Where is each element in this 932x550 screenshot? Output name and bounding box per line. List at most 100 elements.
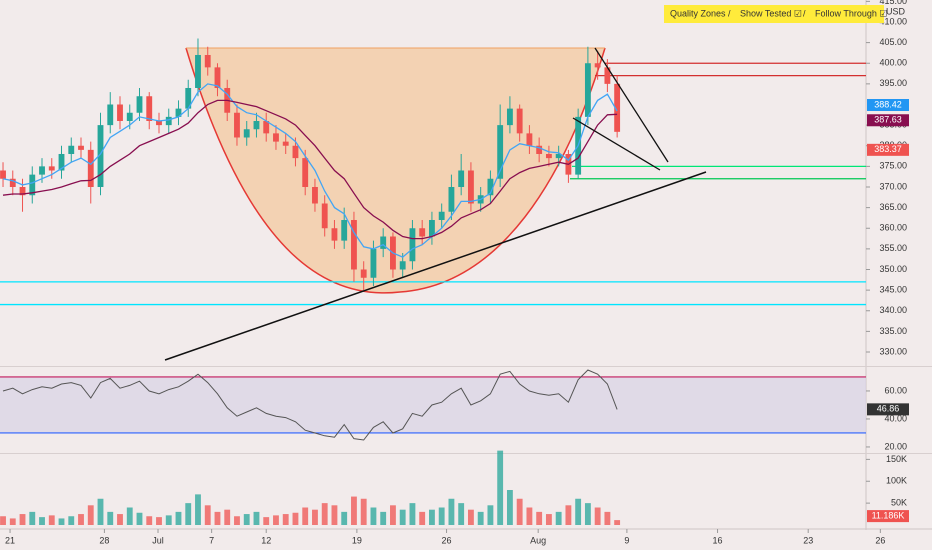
volume-bar xyxy=(438,507,445,525)
volume-bar xyxy=(477,511,484,525)
volume-bar xyxy=(243,514,250,525)
candle-body xyxy=(487,178,494,196)
candle-body xyxy=(526,133,533,146)
candle-body xyxy=(165,116,172,126)
candle-body xyxy=(146,96,153,121)
candle-body xyxy=(292,145,299,159)
legend-item: Quality Zones xyxy=(670,8,726,18)
rsi-last-label: 46.86 xyxy=(877,404,900,414)
volume-bar xyxy=(185,503,192,525)
candle-body xyxy=(584,63,591,117)
price-label-box xyxy=(867,143,909,156)
volume-bar xyxy=(78,514,84,525)
volume-bar xyxy=(565,505,572,525)
x-tick-label: 26 xyxy=(875,535,885,545)
moving-average xyxy=(2,99,618,240)
volume-bar xyxy=(419,511,426,525)
volume-bar xyxy=(156,517,162,525)
candle-body xyxy=(370,248,377,278)
volume-bar xyxy=(351,496,357,525)
legend-item: / xyxy=(803,8,806,18)
price-label: 383.37 xyxy=(874,144,902,154)
trend-drawings xyxy=(164,47,707,361)
candle-body xyxy=(429,219,435,237)
x-tick-label: 26 xyxy=(442,535,452,545)
volume-last-box xyxy=(867,510,909,523)
candle-body xyxy=(185,87,192,109)
y-tick-label: 150K xyxy=(886,454,907,464)
candle-body xyxy=(399,261,406,270)
volume-bar xyxy=(273,515,279,525)
volume-bar xyxy=(429,509,435,525)
currency: USD xyxy=(886,6,906,16)
volume-bar xyxy=(399,509,406,525)
legend: Quality Zones / Show Tested ☑ / Follow T… xyxy=(664,5,887,23)
volume-bar xyxy=(107,511,114,525)
x-tick-label: 23 xyxy=(803,535,813,545)
x-tick-label: 9 xyxy=(624,535,629,545)
volume-bar xyxy=(526,507,533,525)
candle-body xyxy=(19,186,26,196)
y-tick-label: 340.00 xyxy=(879,305,907,315)
volume-bar xyxy=(175,511,182,525)
y-tick-label: 350.00 xyxy=(879,264,907,274)
wedge-line xyxy=(594,47,669,163)
volume-bar xyxy=(370,507,377,525)
y-tick-label: 100K xyxy=(886,476,907,486)
volume-bar xyxy=(136,512,143,525)
volume-bar xyxy=(29,511,36,525)
volume-bar xyxy=(204,505,211,525)
price-label-box xyxy=(867,114,909,127)
legend-item: Follow Through ☑ xyxy=(815,8,887,18)
volume-bar xyxy=(575,498,582,525)
candle-body xyxy=(545,153,552,159)
volume-bar xyxy=(331,505,338,525)
candle-body xyxy=(0,170,6,179)
y-tick-label: 400.00 xyxy=(879,58,907,68)
candle-body xyxy=(48,166,55,171)
candle-body xyxy=(97,125,104,187)
candle-body xyxy=(175,108,182,117)
candle-body xyxy=(321,203,328,229)
candle-body xyxy=(351,219,357,270)
y-tick-label: 60.00 xyxy=(884,385,907,395)
y-tick-label: 405.00 xyxy=(879,37,907,47)
candle-body xyxy=(78,145,84,150)
y-tick-label: 330.00 xyxy=(879,346,907,356)
candle-body xyxy=(58,153,65,171)
candle-body xyxy=(604,67,611,84)
y-tick-label: 370.00 xyxy=(879,181,907,191)
candle-body xyxy=(341,219,348,241)
y-tick-label: 365.00 xyxy=(879,202,907,212)
volume-bar xyxy=(497,450,504,525)
volume-bar xyxy=(165,515,172,525)
volume-bar xyxy=(409,503,416,525)
candle-body xyxy=(438,211,445,220)
volume-last-label: 11.186K xyxy=(872,510,905,520)
volume-bar xyxy=(282,514,289,525)
candle-body xyxy=(9,178,16,187)
y-tick-label: 355.00 xyxy=(879,243,907,253)
candle-body xyxy=(497,125,504,179)
candle-body xyxy=(29,174,36,196)
candle-body xyxy=(39,166,45,175)
candle-body xyxy=(234,112,240,138)
volume-bar xyxy=(302,507,309,525)
candle-body xyxy=(302,158,309,187)
y-tick-label: 360.00 xyxy=(879,223,907,233)
rsi-line xyxy=(2,369,618,441)
volume-bar xyxy=(594,507,601,525)
moving-average xyxy=(2,83,618,258)
candle-body xyxy=(331,228,338,241)
volume-bar xyxy=(68,516,75,525)
y-tick-label: 395.00 xyxy=(879,78,907,88)
volume-bar xyxy=(604,511,611,525)
y-tick-label: 335.00 xyxy=(879,326,907,336)
candle-body xyxy=(506,108,513,126)
volume-bar xyxy=(341,511,348,525)
volume-bar xyxy=(536,511,543,525)
candle-body xyxy=(594,63,601,68)
candle-body xyxy=(360,269,367,278)
price-label: 387.63 xyxy=(874,115,902,125)
rsi-last-box xyxy=(867,403,909,416)
